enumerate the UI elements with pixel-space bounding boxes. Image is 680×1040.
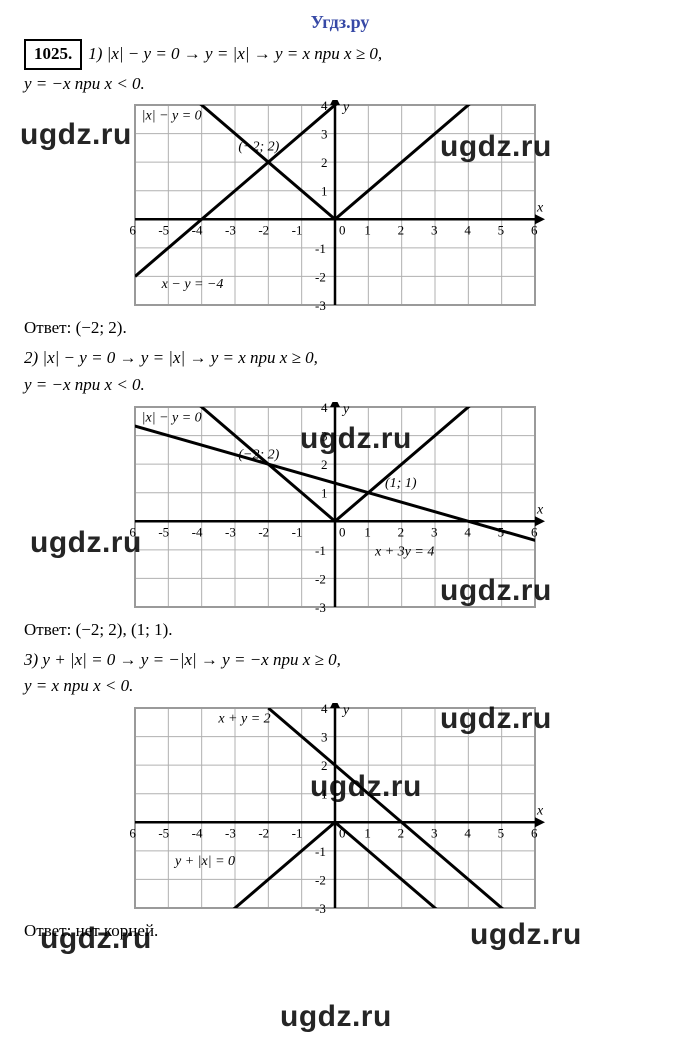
- svg-text:y: y: [341, 402, 350, 417]
- svg-text:-1: -1: [315, 542, 326, 557]
- chart1: xy-6-5-4-3-2-10123456-3-2-11234|x| − y =…: [130, 100, 550, 310]
- svg-text:-3: -3: [315, 901, 326, 913]
- chart-label: |x| − y = 0: [142, 410, 202, 425]
- svg-text:2: 2: [321, 758, 328, 773]
- svg-text:1: 1: [364, 524, 371, 539]
- part2-answer: Ответ: (−2; 2), (1; 1).: [24, 620, 656, 640]
- svg-text:2: 2: [398, 825, 405, 840]
- svg-text:-6: -6: [130, 825, 136, 840]
- svg-text:-1: -1: [315, 844, 326, 859]
- svg-text:-1: -1: [315, 241, 326, 256]
- part1-answer: Ответ: (−2; 2).: [24, 318, 656, 338]
- svg-text:4: 4: [464, 825, 471, 840]
- svg-text:-1: -1: [292, 223, 303, 238]
- svg-text:6: 6: [531, 223, 538, 238]
- svg-text:x: x: [536, 803, 544, 818]
- chart2: xy-6-5-4-3-2-10123456-3-2-11234|x| − y =…: [130, 402, 550, 612]
- svg-text:5: 5: [498, 825, 505, 840]
- svg-text:-5: -5: [158, 223, 169, 238]
- svg-text:4: 4: [464, 524, 471, 539]
- svg-text:-3: -3: [225, 223, 236, 238]
- svg-text:-3: -3: [225, 524, 236, 539]
- part2-line1: 2) |x| − y = 0 → y = |x| → y = x при x ≥…: [24, 346, 656, 371]
- chart-label: y + |x| = 0: [173, 854, 235, 869]
- chart3: xy-6-5-4-3-2-10123456-3-2-11234x + y = 2…: [130, 703, 550, 913]
- watermark: ugdz.ru: [280, 1000, 392, 1034]
- svg-text:-4: -4: [192, 524, 203, 539]
- svg-text:4: 4: [321, 402, 328, 415]
- svg-text:0: 0: [339, 524, 346, 539]
- svg-text:-3: -3: [225, 825, 236, 840]
- chart-label: x − y = −4: [161, 277, 224, 292]
- svg-text:6: 6: [531, 524, 538, 539]
- svg-text:-6: -6: [130, 524, 136, 539]
- svg-text:5: 5: [498, 223, 505, 238]
- part3-line2: y = x при x < 0.: [24, 674, 656, 699]
- svg-text:-5: -5: [158, 825, 169, 840]
- chart-label: (−2; 2): [238, 140, 279, 155]
- part1-line2: y = −x при x < 0.: [24, 72, 656, 97]
- svg-text:-1: -1: [292, 524, 303, 539]
- svg-text:1: 1: [364, 223, 371, 238]
- svg-text:6: 6: [531, 825, 538, 840]
- svg-text:-6: -6: [130, 223, 136, 238]
- svg-text:4: 4: [464, 223, 471, 238]
- svg-text:1: 1: [321, 184, 328, 199]
- svg-text:1: 1: [321, 787, 328, 802]
- chart2-wrap: xy-6-5-4-3-2-10123456-3-2-11234|x| − y =…: [24, 402, 656, 612]
- svg-text:-2: -2: [315, 571, 326, 586]
- svg-text:2: 2: [398, 524, 405, 539]
- part1-line1: 1025. 1) |x| − y = 0 → y = |x| → y = x пр…: [24, 39, 656, 70]
- svg-text:x: x: [536, 201, 544, 216]
- svg-text:1: 1: [321, 485, 328, 500]
- svg-text:-2: -2: [315, 872, 326, 887]
- part2-line2: y = −x при x < 0.: [24, 373, 656, 398]
- svg-text:4: 4: [321, 703, 328, 716]
- svg-text:y: y: [341, 100, 350, 115]
- svg-text:-2: -2: [258, 524, 269, 539]
- problem-number: 1025.: [24, 39, 82, 70]
- svg-text:-3: -3: [315, 298, 326, 310]
- svg-text:3: 3: [321, 729, 328, 744]
- svg-text:3: 3: [431, 223, 438, 238]
- svg-text:-3: -3: [315, 600, 326, 612]
- svg-text:2: 2: [398, 223, 405, 238]
- svg-text:3: 3: [431, 825, 438, 840]
- svg-text:2: 2: [321, 155, 328, 170]
- svg-text:y: y: [341, 703, 350, 718]
- svg-text:2: 2: [321, 457, 328, 472]
- part3-answer: Ответ: нет корней.: [24, 921, 656, 941]
- chart-label: (1; 1): [385, 476, 417, 491]
- chart-label: |x| − y = 0: [142, 109, 202, 124]
- svg-text:-1: -1: [292, 825, 303, 840]
- svg-text:3: 3: [321, 127, 328, 142]
- svg-text:1: 1: [364, 825, 371, 840]
- chart3-wrap: xy-6-5-4-3-2-10123456-3-2-11234x + y = 2…: [24, 703, 656, 913]
- svg-text:-5: -5: [158, 524, 169, 539]
- svg-text:3: 3: [431, 524, 438, 539]
- chart1-wrap: xy-6-5-4-3-2-10123456-3-2-11234|x| − y =…: [24, 100, 656, 310]
- chart-label: (−2; 2): [238, 447, 279, 462]
- site-header: Угдз.ру: [24, 12, 656, 33]
- chart-label: x + 3y = 4: [374, 544, 434, 559]
- svg-text:x: x: [536, 502, 544, 517]
- svg-text:-2: -2: [315, 270, 326, 285]
- svg-text:-2: -2: [258, 223, 269, 238]
- svg-text:-2: -2: [258, 825, 269, 840]
- chart-label: x + y = 2: [217, 711, 270, 726]
- svg-text:-4: -4: [192, 825, 203, 840]
- part3-line1: 3) y + |x| = 0 → y = −|x| → y = −x при x…: [24, 648, 656, 673]
- svg-text:0: 0: [339, 223, 346, 238]
- part1-eq1: 1) |x| − y = 0 → y = |x| → y = x при x ≥…: [88, 44, 382, 63]
- svg-text:3: 3: [321, 428, 328, 443]
